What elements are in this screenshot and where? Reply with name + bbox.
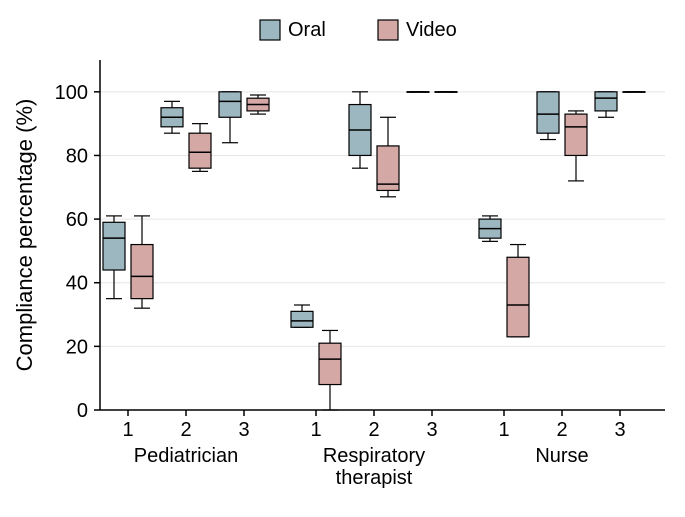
x-tick-label: 1 [498, 419, 509, 441]
x-tick-label: 3 [426, 419, 437, 441]
y-tick-label: 0 [77, 400, 88, 422]
legend-label: Oral [288, 19, 326, 41]
box [565, 114, 587, 155]
x-tick-label: 2 [368, 419, 379, 441]
y-axis-label: Compliance percentage (%) [12, 99, 37, 372]
x-tick-label: 3 [614, 419, 625, 441]
y-tick-label: 80 [66, 145, 88, 167]
box [537, 92, 559, 133]
x-tick-label: 3 [238, 419, 249, 441]
x-tick-label: 2 [180, 419, 191, 441]
x-tick-label: 1 [122, 419, 133, 441]
box [595, 92, 617, 111]
x-tick-label: 2 [556, 419, 567, 441]
y-tick-label: 60 [66, 209, 88, 231]
box [291, 311, 313, 327]
group-label: Pediatrician [134, 445, 239, 467]
y-tick-label: 100 [55, 82, 88, 104]
group-label: Nurse [535, 445, 588, 467]
box [219, 92, 241, 117]
chart-svg: 0 20 40 60 80 100 Compliance percentage (%) 1 2 3… [0, 0, 685, 517]
group-label: Respiratory [323, 445, 425, 467]
box [319, 343, 341, 384]
x-tick-label: 1 [310, 419, 321, 441]
compliance-boxplot: 0 20 40 60 80 100 Compliance percentage (%) 1 2 3… [0, 0, 685, 517]
box [131, 245, 153, 299]
box [103, 222, 125, 270]
legend-swatch [260, 20, 280, 40]
y-tick-label: 20 [66, 336, 88, 358]
y-tick-label: 40 [66, 273, 88, 295]
legend-swatch [378, 20, 398, 40]
box [189, 133, 211, 168]
box [507, 257, 529, 337]
group-label: therapist [336, 467, 413, 489]
legend-label: Video [406, 19, 457, 41]
